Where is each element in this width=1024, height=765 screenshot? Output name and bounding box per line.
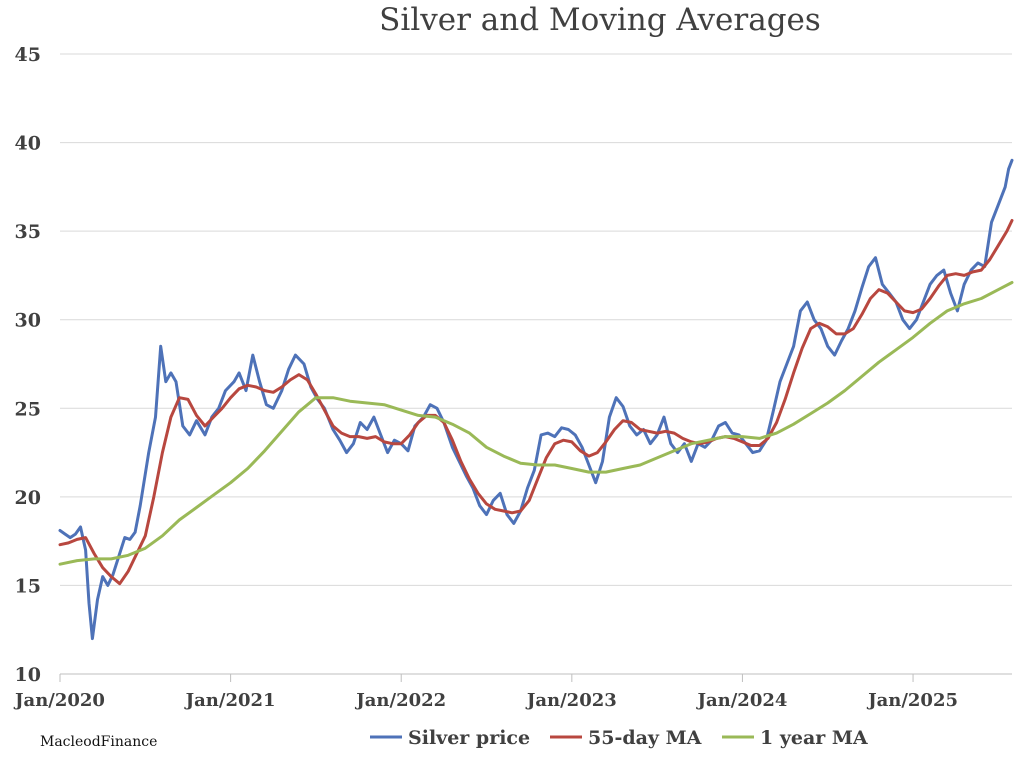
legend-label: Silver price	[408, 727, 530, 749]
x-tick-label: Jan/2022	[354, 690, 446, 711]
series-lines	[58, 158, 1014, 641]
x-tick-label: Jan/2020	[13, 690, 105, 711]
y-tick-label: 20	[15, 487, 41, 509]
series-line-55-day-ma	[58, 219, 1014, 586]
legend-label: 55-day MA	[588, 727, 702, 749]
y-tick-label: 30	[15, 310, 41, 332]
series-line-silver-price	[58, 158, 1014, 641]
x-tick-label: Jan/2023	[525, 690, 617, 711]
y-tick-label: 15	[15, 575, 41, 597]
y-tick-label: 25	[15, 398, 41, 420]
y-tick-label: 10	[15, 664, 41, 686]
credit-label: MacleodFinance	[40, 734, 157, 750]
y-tick-label: 35	[15, 221, 41, 243]
y-axis-ticks: 10 15 20 25 30 35 40 45	[15, 44, 41, 686]
gridlines	[60, 53, 1012, 675]
x-tick-label: Jan/2021	[184, 690, 276, 711]
legend: Silver price 55-day MA 1 year MA	[370, 727, 868, 749]
y-tick-label: 40	[15, 133, 41, 155]
x-tick-label: Jan/2025	[866, 690, 958, 711]
legend-label: 1 year MA	[760, 727, 868, 749]
x-tick-label: Jan/2024	[695, 690, 787, 711]
y-tick-label: 45	[15, 44, 41, 66]
x-axis: Jan/2020 Jan/2021 Jan/2022 Jan/2023 Jan/2024…	[13, 674, 958, 711]
chart-title: Silver and Moving Averages	[379, 2, 821, 38]
series-line-1-year-ma	[58, 281, 1014, 566]
